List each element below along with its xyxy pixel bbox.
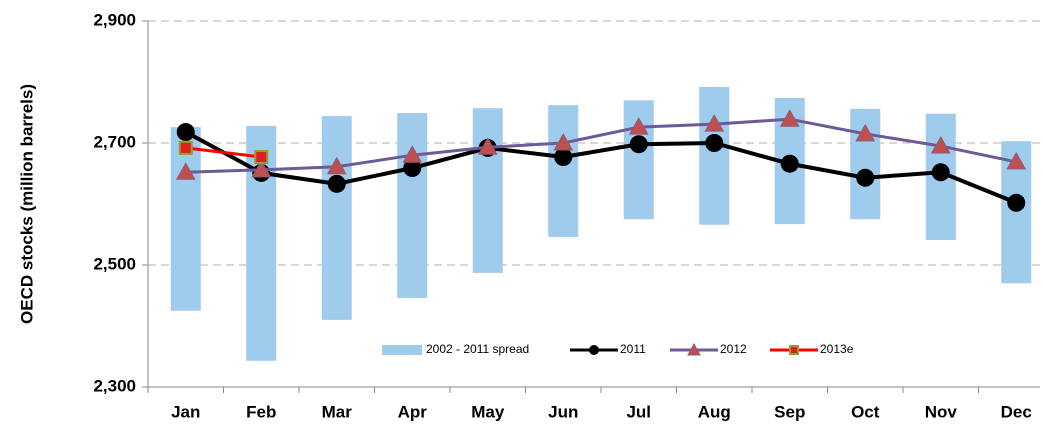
legend-label: 2011 xyxy=(620,342,646,356)
series-marker xyxy=(553,132,574,151)
x-tick-label: Sep xyxy=(774,402,805,421)
series-marker xyxy=(176,123,195,142)
series-marker xyxy=(178,140,193,155)
x-tick-label: Jun xyxy=(548,402,578,421)
series-marker xyxy=(175,162,196,180)
spread-bar xyxy=(397,113,428,298)
series-marker xyxy=(1006,151,1027,170)
x-tick-label: Dec xyxy=(1001,402,1032,421)
series-marker xyxy=(780,154,799,173)
series-marker xyxy=(628,117,649,135)
x-tick-label: Jan xyxy=(171,402,200,421)
series-marker xyxy=(326,156,347,175)
series-marker xyxy=(856,168,875,187)
series-marker xyxy=(705,134,724,152)
series-marker xyxy=(779,109,800,127)
series-marker xyxy=(254,150,269,165)
x-tick-label: Apr xyxy=(398,402,428,421)
legend-marker xyxy=(789,345,799,355)
x-tick-label: Feb xyxy=(246,402,276,421)
series-marker xyxy=(251,159,272,178)
y-tick-label: 2,300 xyxy=(93,376,136,395)
legend-marker xyxy=(589,345,599,355)
legend-marker xyxy=(687,342,701,356)
series-line xyxy=(185,117,1017,174)
series-line xyxy=(184,130,1017,205)
series-marker xyxy=(704,114,725,132)
legend-swatch xyxy=(382,345,422,355)
series-marker xyxy=(931,163,950,182)
x-tick-label: May xyxy=(471,402,505,421)
x-tick-label: Oct xyxy=(851,402,880,421)
spread-bar xyxy=(170,127,201,311)
spread-bar xyxy=(548,105,579,237)
x-tick-label: Aug xyxy=(698,402,731,421)
series-marker xyxy=(327,174,346,193)
spread-bar xyxy=(699,86,730,225)
series-marker xyxy=(403,159,422,178)
y-tick-label: 2,500 xyxy=(93,254,136,273)
x-tick-label: Mar xyxy=(322,402,353,421)
series-marker xyxy=(629,135,648,154)
series-marker xyxy=(402,145,423,163)
legend-label: 2002 - 2011 spread xyxy=(426,342,529,356)
spread-bar xyxy=(321,116,352,320)
x-tick-label: Jul xyxy=(626,402,651,421)
series-marker xyxy=(855,123,876,142)
y-tick-label: 2,700 xyxy=(93,132,136,151)
series-marker xyxy=(477,137,498,155)
series-line xyxy=(185,146,262,159)
x-tick-label: Nov xyxy=(925,402,958,421)
y-tick-label: 2,900 xyxy=(93,10,136,29)
y-axis-label: OECD stocks (million barrels) xyxy=(17,84,36,324)
series-marker xyxy=(554,148,573,167)
series-marker xyxy=(930,136,951,154)
spread-bar xyxy=(472,108,503,273)
legend-label: 2013e xyxy=(820,342,854,356)
series-marker xyxy=(1007,193,1026,212)
legend-label: 2012 xyxy=(720,342,747,356)
